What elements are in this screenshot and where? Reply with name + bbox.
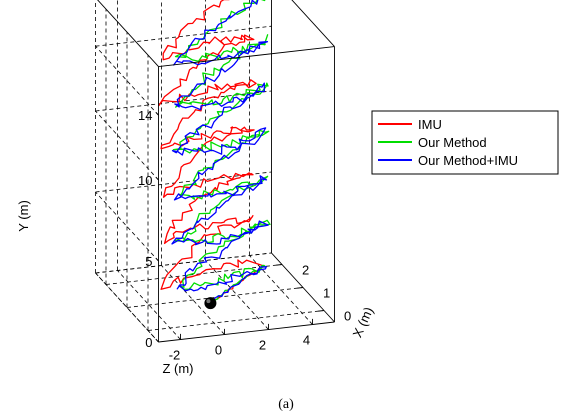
legend-label-our-method-imu: Our Method+IMU [418,153,518,168]
y-tick-mark [155,112,159,116]
figure-caption: (a) [278,397,294,412]
floor-grid-line [117,270,181,340]
back-wall-grid-line [95,25,272,47]
y-axis-label: Y (m) [16,200,31,232]
z-tick-label: 0 [215,343,222,358]
box-edge [158,321,335,343]
y-tick-label: 14 [138,108,152,123]
floor-grid-line [126,287,304,308]
box-edge [291,0,335,47]
series-line-our-method-imu [171,0,269,304]
y-tick-label: 10 [138,173,152,188]
box-edge [158,46,335,68]
start-marker [204,297,217,310]
back-box-edge [95,272,159,343]
series-line-imu [158,0,265,304]
z-axis-label: Z (m) [162,361,193,376]
legend-label-our-method: Our Method [418,135,487,150]
x-tick-mark [318,310,325,312]
front-box-edges [97,0,335,343]
x-tick-label: 0 [344,309,351,324]
back-box-edge [95,252,272,274]
y-tick-mark [155,338,159,343]
y-tick-label: 5 [145,254,152,269]
x-tick-mark [297,287,304,289]
x-tick-label: 1 [323,286,330,301]
x-axis-label: X (m) [350,305,377,340]
z-tick-label: 2 [259,338,266,353]
floor-grid-line [105,264,283,285]
start-marker-highlight [206,299,211,304]
y-tick-mark [155,176,159,181]
x-tick-mark [276,264,283,266]
series-layer [158,0,271,310]
x-tick-label: 2 [302,263,309,278]
legend: IMU Our Method Our Method+IMU [371,110,559,175]
floor-grid-line [161,265,225,335]
back-walls-grid [95,0,325,343]
legend-label-imu: IMU [418,117,442,132]
y-tick-mark [155,257,159,262]
floor-grid-line [205,260,269,330]
z-tick-label: 4 [303,333,310,348]
y-tick-label: 0 [145,335,152,350]
floor-grid-line [147,310,325,331]
z-tick-label: -2 [169,348,181,363]
box-edge [97,0,159,67]
